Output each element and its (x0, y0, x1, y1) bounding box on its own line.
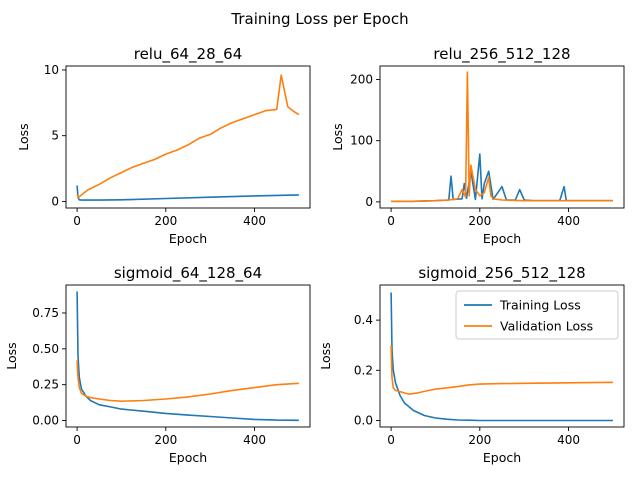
series-line-train (390, 292, 613, 422)
x-axis-label: Epoch (169, 231, 207, 246)
series-group (76, 291, 299, 422)
y-tick-label: 0.4 (354, 313, 373, 327)
y-tick-label: 0.2 (354, 363, 373, 377)
figure-title: Training Loss per Epoch (230, 10, 408, 28)
y-tick-label: 0.0 (354, 413, 373, 427)
series-group (76, 74, 300, 201)
axes-frame (65, 65, 311, 209)
subplot-title: relu_64_28_64 (134, 45, 243, 64)
y-tick-label: 5 (51, 129, 59, 143)
legend-entry: Training Loss (499, 298, 581, 313)
x-tick-label: 200 (154, 214, 177, 228)
legend-box (455, 290, 619, 340)
y-tick-label: 10 (44, 63, 59, 77)
subplot-3: sigmoid_64_128_64 0 200 400 0.00 0.25 0.50 0.75… (4, 264, 311, 465)
subplot-4: sigmoid_256_512_128 0 200 400 0.0 0.2 0.4 Epoch… (318, 264, 625, 465)
subplots: relu_64_28_640 200 4000510EpochLossrelu_25… (4, 45, 625, 465)
x-tick-label: 400 (243, 214, 266, 228)
y-tick-label: 100 (350, 134, 373, 148)
series-line-val (391, 71, 613, 203)
legend-entry: Validation Loss (500, 319, 593, 334)
x-tick-label: 200 (468, 214, 491, 228)
x-tick-label: 400 (557, 433, 580, 447)
legend: Training Loss Validation Loss (455, 290, 619, 340)
subplot-1: relu_64_28_64 0 200 400 0 5 10 Epoch Loss (16, 45, 311, 246)
axes-frame (65, 284, 311, 428)
y-axis-label: Loss (4, 342, 19, 369)
y-axis-label: Loss (330, 123, 345, 150)
series-line-train (76, 291, 299, 422)
series-line-train (391, 153, 613, 203)
series-group (391, 71, 613, 203)
y-tick-label: 0.00 (32, 414, 59, 428)
x-tick-label: 0 (387, 214, 395, 228)
x-tick-label: 200 (154, 433, 177, 447)
x-tick-label: 0 (73, 214, 81, 228)
x-tick-label: 400 (557, 214, 580, 228)
y-tick-label: 0.50 (32, 342, 59, 356)
series-line-train (76, 185, 299, 201)
x-tick-label: 400 (243, 433, 266, 447)
series-line-val (76, 74, 300, 199)
subplot-title: relu_256_512_128 (433, 45, 570, 64)
series-line-val (390, 345, 613, 395)
y-tick-label: 0 (51, 194, 59, 208)
subplot-2: relu_256_512_128 0 200 400 0 100 200 Epoch Loss (330, 45, 625, 246)
y-tick-label: 0.25 (32, 378, 59, 392)
x-axis-label: Epoch (483, 231, 521, 246)
x-axis-label: Epoch (169, 450, 207, 465)
y-axis-label: Loss (318, 342, 333, 369)
x-tick-label: 200 (468, 433, 491, 447)
x-tick-label: 0 (387, 433, 395, 447)
subplot-title: sigmoid_256_512_128 (418, 264, 585, 283)
y-axis-label: Loss (16, 123, 31, 150)
series-line-val (76, 360, 299, 403)
axes-frame (379, 284, 625, 428)
x-axis-label: Epoch (483, 450, 521, 465)
y-tick-label: 0.75 (32, 306, 59, 320)
series-group (390, 292, 613, 422)
axes-frame (379, 65, 625, 209)
subplot-title: sigmoid_64_128_64 (114, 264, 262, 283)
x-tick-label: 0 (73, 433, 81, 447)
y-tick-label: 200 (350, 72, 373, 86)
y-tick-label: 0 (365, 195, 373, 209)
